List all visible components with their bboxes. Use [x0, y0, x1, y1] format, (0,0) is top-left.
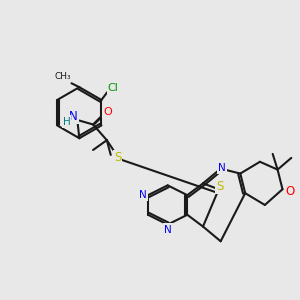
Text: N: N — [164, 224, 172, 235]
Text: H: H — [63, 116, 70, 127]
Text: S: S — [216, 180, 224, 193]
Text: O: O — [103, 107, 112, 117]
Text: O: O — [286, 185, 295, 198]
Text: N: N — [139, 190, 147, 200]
Text: CH₃: CH₃ — [54, 72, 71, 81]
Text: N: N — [218, 163, 226, 173]
Text: S: S — [114, 152, 121, 164]
Text: Cl: Cl — [108, 83, 118, 93]
Text: N: N — [69, 110, 78, 123]
